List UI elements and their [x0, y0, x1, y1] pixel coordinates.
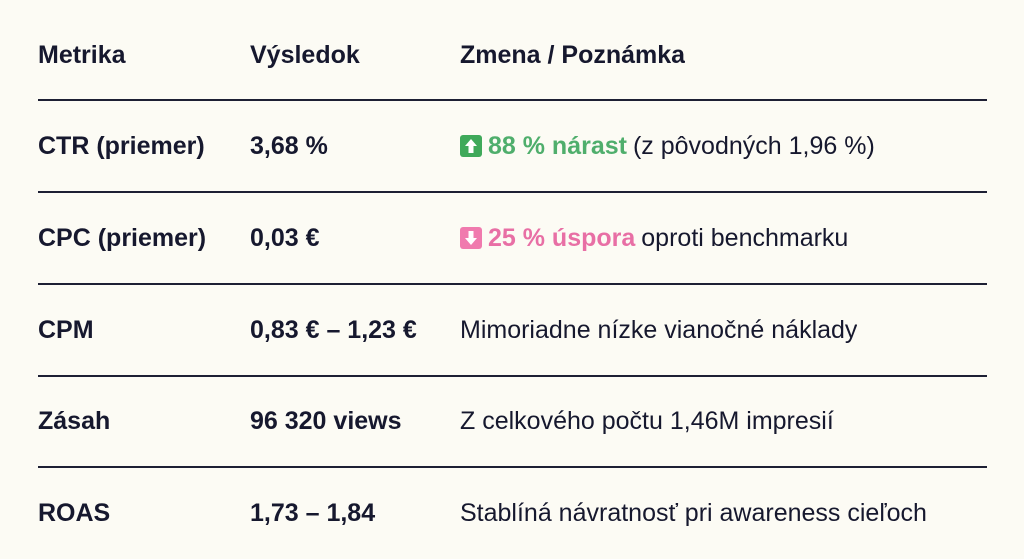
note-text: Z celkového počtu 1,46M impresií	[460, 407, 834, 435]
result: 0,03 €	[250, 224, 320, 252]
result: 1,73 – 1,84	[250, 499, 376, 527]
row-divider	[38, 375, 987, 377]
metric: CTR (priemer)	[38, 132, 205, 160]
note-text: Stablíná návratnosť pri awareness cieľoc…	[460, 499, 927, 527]
up-icon	[460, 135, 482, 157]
note-text: oproti benchmarku	[641, 224, 849, 252]
row-divider	[38, 99, 987, 101]
result: 0,83 € – 1,23 €	[250, 316, 417, 344]
metric: CPM	[38, 316, 94, 344]
note-highlight: 88 % nárast	[488, 132, 627, 160]
result: 3,68 %	[250, 132, 328, 160]
metric: CPC (priemer)	[38, 224, 207, 252]
note-text: Mimoriadne nízke vianočné náklady	[460, 316, 858, 344]
header-cell: Metrika	[38, 41, 126, 69]
header-cell: Výsledok	[250, 41, 360, 69]
note-text: (z pôvodných 1,96 %)	[632, 132, 875, 160]
metric: Zásah	[38, 407, 111, 435]
down-icon	[460, 227, 482, 249]
row-divider	[38, 466, 987, 468]
row-divider	[38, 283, 987, 285]
note: 25 % úspora oproti benchmarku	[460, 223, 848, 253]
metric: ROAS	[38, 499, 111, 527]
row-divider	[38, 191, 987, 193]
note-highlight: 25 % úspora	[488, 224, 636, 252]
result: 96 320 views	[250, 407, 402, 435]
header-cell: Zmena / Poznámka	[460, 41, 686, 69]
note: 88 % nárast (z pôvodných 1,96 %)	[460, 131, 875, 161]
